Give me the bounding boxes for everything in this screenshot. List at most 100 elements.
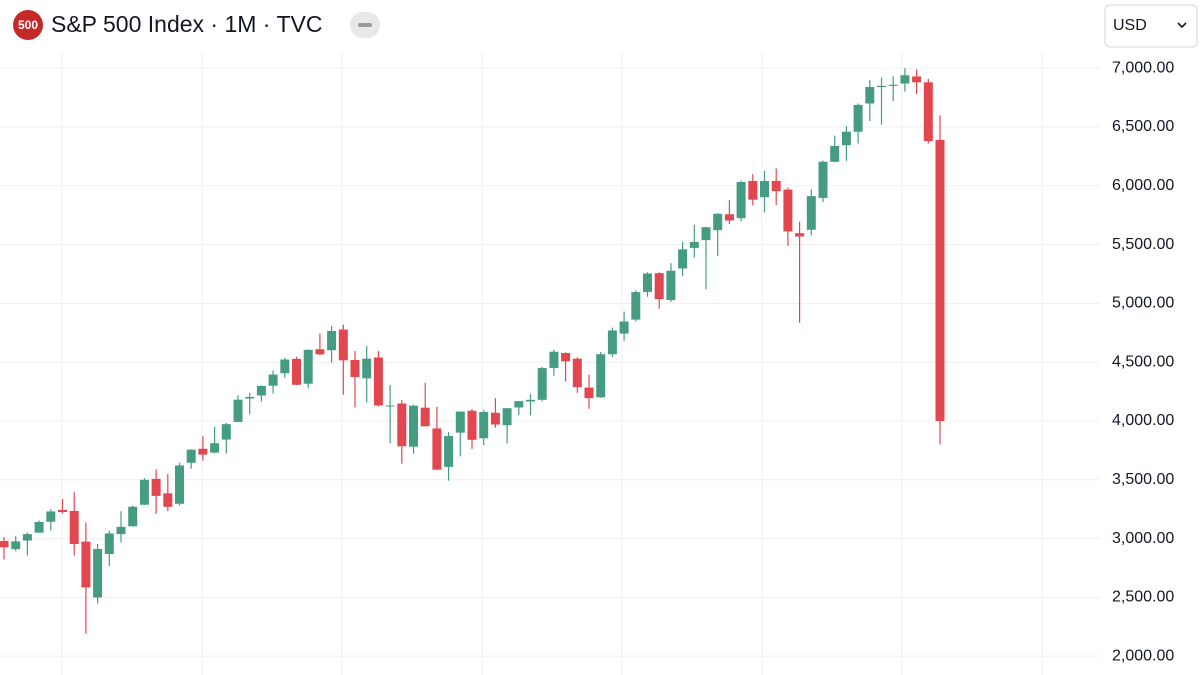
candle-body	[572, 358, 582, 388]
candle-body	[841, 131, 851, 146]
collapse-icon	[358, 23, 372, 27]
y-tick-label: 3,000.00	[1112, 530, 1174, 547]
candle-body	[303, 349, 313, 384]
candle-body	[853, 104, 863, 132]
badge-text: 500	[18, 18, 38, 32]
candle-body	[783, 189, 793, 232]
candle-body	[350, 359, 360, 378]
candle-body	[409, 405, 418, 447]
candle-body	[467, 410, 477, 440]
price-axis: 2,000.00 2,500.00 3,000.00 3,500.00 4,000.00…	[1112, 59, 1174, 664]
candle-body	[724, 214, 734, 221]
candle-body	[397, 403, 407, 447]
candle-body	[444, 436, 454, 467]
candle-body	[104, 533, 114, 554]
y-tick-label: 2,000.00	[1112, 647, 1174, 664]
candle-body	[689, 242, 699, 248]
candle-body	[490, 412, 500, 425]
candle-body	[818, 161, 828, 198]
candle-body	[11, 541, 21, 550]
header-bg	[0, 0, 1100, 52]
candle-body	[631, 292, 641, 320]
candle-body	[116, 526, 126, 535]
candle-body	[549, 351, 559, 368]
candle-body	[93, 548, 103, 598]
candle-body	[385, 405, 395, 407]
candle-body	[514, 401, 524, 408]
candle-body	[654, 273, 664, 300]
candle-body	[338, 329, 348, 361]
candle-body	[760, 180, 769, 198]
candle-body	[34, 522, 44, 533]
candle-body	[912, 76, 922, 83]
candle-body	[526, 399, 535, 402]
candle-body	[865, 87, 875, 104]
y-tick-label: 5,000.00	[1112, 295, 1174, 312]
candle-body	[69, 510, 79, 544]
candle-body	[935, 139, 945, 421]
candle-body	[607, 330, 617, 355]
candle-body	[46, 511, 56, 522]
chart-title: S&P 500 Index · 1M · TVC	[51, 11, 322, 37]
candle-body	[795, 233, 805, 237]
y-tick-label: 6,000.00	[1112, 177, 1174, 194]
candle-body	[221, 424, 231, 440]
currency-selector[interactable]	[1104, 4, 1198, 48]
candle-body	[58, 509, 67, 513]
candles	[0, 68, 945, 634]
candle-body	[502, 408, 512, 426]
y-tick-label: 4,000.00	[1112, 412, 1174, 429]
candle-body	[455, 411, 465, 433]
candle-body	[139, 479, 149, 505]
candle-body	[888, 84, 898, 86]
candle-body	[432, 428, 442, 470]
candle-body	[210, 443, 220, 453]
candle-body	[619, 321, 629, 334]
candle-body	[151, 478, 161, 496]
y-tick-label: 6,500.00	[1112, 118, 1174, 135]
candle-body	[678, 249, 688, 269]
symbol-badge	[13, 10, 43, 40]
candle-body	[268, 374, 278, 386]
candle-body	[806, 196, 816, 230]
candle-body	[245, 397, 255, 399]
candle-body	[877, 85, 886, 88]
currency-label: USD	[1113, 17, 1147, 34]
candle-body	[643, 273, 652, 292]
candle-body	[420, 407, 430, 427]
candle-body	[81, 541, 91, 588]
candle-body	[830, 145, 840, 162]
candle-body	[701, 227, 711, 241]
candle-body	[596, 354, 606, 398]
candle-body	[198, 448, 208, 455]
candle-body	[736, 182, 746, 219]
candle-body	[22, 534, 32, 541]
candle-body	[771, 180, 781, 192]
candle-body	[748, 180, 758, 200]
candle-body	[292, 358, 301, 385]
y-tick-label: 7,000.00	[1112, 59, 1174, 76]
candle-body	[923, 82, 933, 142]
candle-body	[186, 449, 196, 463]
candle-body	[128, 506, 138, 527]
candle-body	[537, 368, 547, 400]
candle-body	[233, 399, 243, 422]
y-tick-label: 5,500.00	[1112, 236, 1174, 253]
candle-body	[256, 385, 266, 396]
dropdown-arrow	[1177, 22, 1187, 29]
candle-body	[362, 358, 372, 379]
y-tick-label: 2,500.00	[1112, 589, 1174, 606]
candle-body	[479, 411, 489, 439]
candle-body	[584, 387, 594, 399]
candle-body	[666, 270, 676, 300]
candle-body	[713, 213, 723, 231]
candle-body	[327, 330, 337, 351]
candle-body	[175, 465, 184, 504]
y-tick-label: 4,500.00	[1112, 353, 1174, 370]
time-grid	[61, 0, 1043, 675]
candle-body	[900, 75, 910, 84]
candle-body	[561, 353, 571, 362]
y-tick-label: 3,500.00	[1112, 471, 1174, 488]
candle-body	[280, 359, 290, 374]
